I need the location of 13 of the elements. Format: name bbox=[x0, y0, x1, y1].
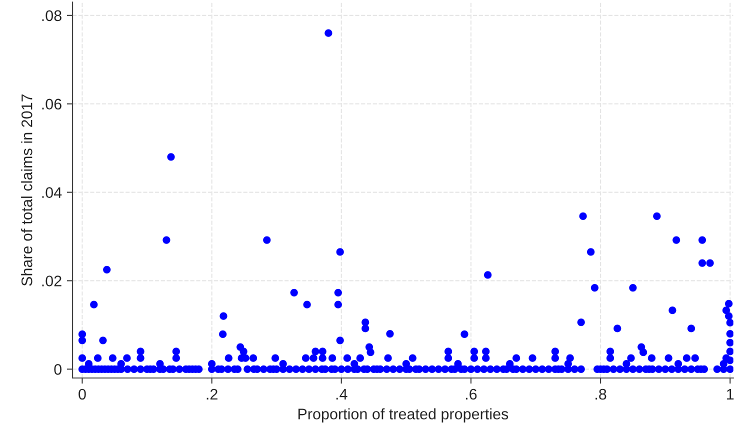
x-axis-title: Proportion of treated properties bbox=[298, 408, 508, 422]
x-tick-label: 0 bbox=[78, 388, 86, 400]
y-axis-title: Share of total claims in 2017 bbox=[21, 94, 32, 286]
y-tick-label: .06 bbox=[42, 98, 62, 110]
x-tick-label: 1 bbox=[727, 388, 734, 400]
y-tick-label: .04 bbox=[42, 187, 62, 198]
y-tick-label: 0 bbox=[54, 364, 62, 375]
x-tick-label: .8 bbox=[596, 388, 606, 400]
y-tick-label: .08 bbox=[42, 10, 62, 22]
y-tick-label: .02 bbox=[42, 276, 62, 286]
x-tick-label: .6 bbox=[466, 388, 477, 400]
x-tick-label: .2 bbox=[206, 388, 218, 400]
x-tick-label: .4 bbox=[336, 388, 348, 400]
